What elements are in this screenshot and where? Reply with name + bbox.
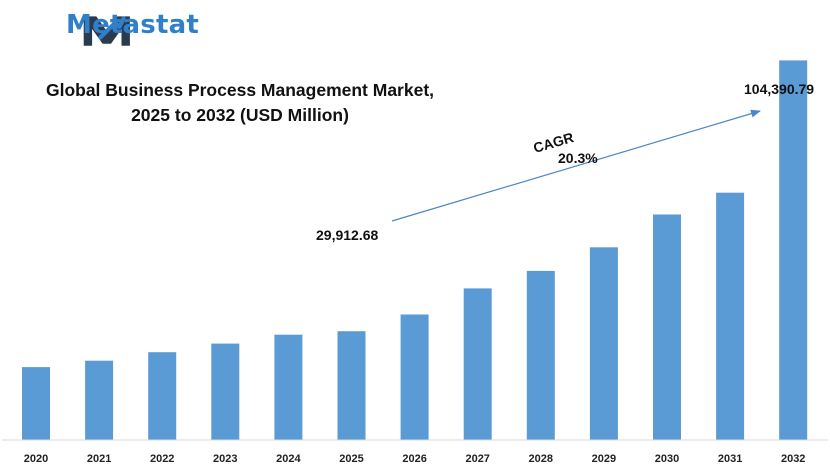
metastat-m-icon — [83, 16, 130, 46]
x-tick-2026: 2026 — [402, 453, 426, 465]
start-value-label: 29,912.68 — [316, 227, 378, 243]
x-tick-2020: 2020 — [24, 453, 48, 465]
x-tick-2021: 2021 — [87, 453, 111, 465]
bar-2029 — [589, 247, 618, 440]
bar-2025 — [337, 331, 366, 440]
x-tick-2028: 2028 — [529, 453, 553, 465]
bar-2030 — [653, 214, 681, 440]
bars-group — [22, 60, 808, 441]
x-tick-2025: 2025 — [339, 453, 363, 465]
end-value-label: 104,390.79 — [744, 81, 814, 97]
bar-2032 — [779, 60, 808, 441]
chart-title: Global Business Process Management Marke… — [20, 78, 460, 128]
x-tick-2032: 2032 — [781, 453, 805, 465]
cagr-arrow — [391, 109, 761, 222]
bar-2028 — [526, 270, 555, 440]
chart-title-line-2: 2025 to 2032 (USD Million) — [131, 105, 349, 125]
x-tick-2030: 2030 — [655, 453, 679, 465]
bar-2026 — [400, 314, 429, 440]
x-tick-2029: 2029 — [592, 453, 616, 465]
x-tick-2024: 2024 — [276, 453, 301, 465]
brand-name: Metastat — [66, 10, 199, 40]
bar-2022 — [148, 352, 177, 440]
bar-2027 — [463, 288, 492, 440]
x-tick-labels: 2020 2021 2022 2023 2024 2025 2026 2027 2028 2029… — [24, 453, 806, 465]
cagr-value: 20.3% — [558, 150, 598, 166]
x-tick-2027: 2027 — [465, 453, 489, 465]
x-tick-2023: 2023 — [213, 453, 237, 465]
bar-2023 — [211, 343, 240, 440]
bar-2024 — [274, 334, 303, 440]
x-tick-2022: 2022 — [150, 453, 174, 465]
bar-2020 — [22, 367, 50, 440]
bar-2031 — [716, 192, 745, 440]
bar-2021 — [85, 360, 114, 440]
x-tick-2031: 2031 — [718, 453, 742, 465]
chart-title-line-1: Global Business Process Management Marke… — [45, 80, 435, 100]
